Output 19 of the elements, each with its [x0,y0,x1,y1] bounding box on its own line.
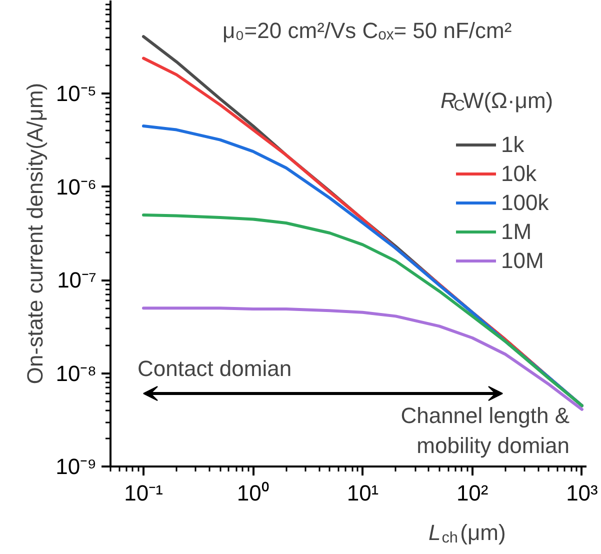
x-tick-label: 10⁻¹ [124,480,163,506]
legend-label: 10M [501,246,544,274]
annotation: Contact domian [138,356,292,381]
y-tick-label: 10⁻⁵ [56,81,97,106]
x-tick-label: 10⁰ [236,480,270,506]
legend-label: 1k [501,130,524,158]
y-tick-label: 10⁻⁷ [57,268,97,293]
text: μ₀=20 cm²/Vs Cₒₓ= 50 nF/cm² [222,18,512,43]
legend-label: 100k [501,188,549,216]
y-tick-label: 10⁻⁹ [56,454,97,479]
x-tick-label: 10³ [566,480,598,506]
x-tick-label: 10² [456,480,488,506]
annotation: Channel length & mobility domian [400,403,570,458]
y-axis-title: On-state current density(A/μm) [22,82,48,384]
x-tick-label: 10¹ [346,480,379,506]
legend-label: 10k [501,160,536,188]
y-tick-label: 10⁻⁸ [56,360,97,386]
legend-label: 1M [501,218,532,246]
y-tick-label: 10⁻⁶ [56,174,97,200]
